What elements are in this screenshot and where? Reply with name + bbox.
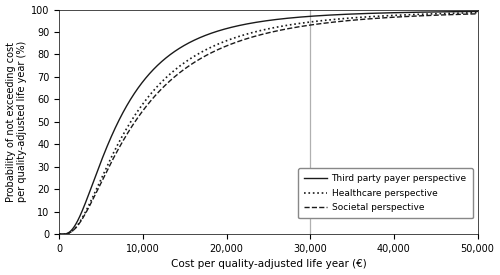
Societal perspective bbox=[462, 13, 468, 16]
Line: Third party payer perspective: Third party payer perspective bbox=[60, 12, 478, 234]
Third party payer perspective bbox=[78, 213, 84, 216]
Societal perspective bbox=[248, 35, 254, 39]
X-axis label: Cost per quality-adjusted life year (€): Cost per quality-adjusted life year (€) bbox=[170, 259, 366, 270]
Y-axis label: Probability of not exceeding cost
per quality-adjusted life year (%): Probability of not exceeding cost per qu… bbox=[6, 41, 27, 202]
Healthcare perspective bbox=[260, 28, 266, 32]
Healthcare perspective bbox=[56, 233, 62, 236]
Societal perspective bbox=[462, 13, 468, 16]
Line: Societal perspective: Societal perspective bbox=[60, 14, 478, 234]
Third party payer perspective bbox=[462, 10, 468, 13]
Societal perspective bbox=[78, 220, 84, 223]
Third party payer perspective bbox=[474, 10, 480, 13]
Third party payer perspective bbox=[56, 233, 62, 236]
Societal perspective bbox=[260, 32, 266, 36]
Societal perspective bbox=[386, 16, 392, 19]
Legend: Third party payer perspective, Healthcare perspective, Societal perspective: Third party payer perspective, Healthcar… bbox=[298, 168, 473, 218]
Third party payer perspective bbox=[248, 21, 254, 25]
Line: Healthcare perspective: Healthcare perspective bbox=[60, 13, 478, 234]
Societal perspective bbox=[56, 233, 62, 236]
Societal perspective bbox=[474, 12, 480, 15]
Healthcare perspective bbox=[386, 14, 392, 17]
Healthcare perspective bbox=[462, 11, 468, 15]
Third party payer perspective bbox=[462, 10, 468, 13]
Healthcare perspective bbox=[474, 11, 480, 14]
Healthcare perspective bbox=[248, 31, 254, 34]
Third party payer perspective bbox=[386, 11, 392, 15]
Healthcare perspective bbox=[78, 219, 84, 222]
Third party payer perspective bbox=[260, 20, 266, 23]
Healthcare perspective bbox=[462, 11, 468, 15]
